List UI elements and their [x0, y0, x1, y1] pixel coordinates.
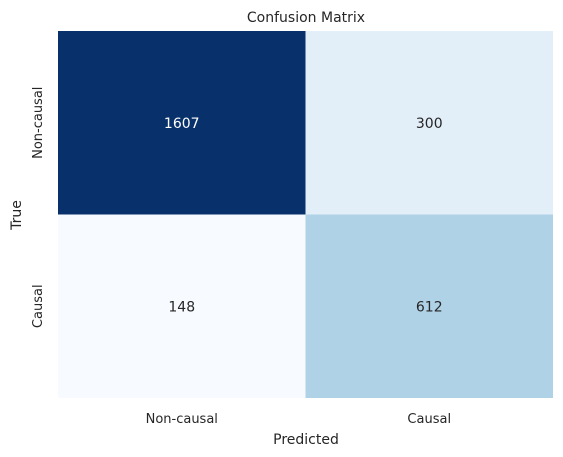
x-axis-label: Predicted: [273, 432, 339, 448]
x-tick-label: Non-causal: [146, 412, 218, 427]
heatmap-cell-label: 1607: [164, 116, 200, 132]
y-tick-label: Causal: [31, 284, 46, 328]
chart-title: Confusion Matrix: [247, 10, 365, 26]
x-tick-label: Causal: [407, 412, 451, 427]
heatmap-cell: [305, 31, 553, 215]
y-axis-tick-labels: Non-causal Causal: [31, 87, 46, 328]
x-axis-tick-labels: Non-causal Causal: [146, 412, 451, 427]
heatmap-cell-labels: 1607 300 148 612: [164, 116, 443, 316]
heatmap-cell: [58, 214, 306, 398]
y-tick-label: Non-causal: [31, 87, 46, 159]
heatmap-cell: [58, 31, 306, 215]
heatmap-cell-label: 148: [168, 299, 195, 315]
heatmap-cell-label: 300: [416, 116, 443, 132]
heatmap-cells: [58, 31, 553, 398]
y-axis-label: True: [9, 200, 25, 231]
heatmap-cell: [305, 214, 553, 398]
heatmap-cell-label: 612: [416, 299, 443, 315]
